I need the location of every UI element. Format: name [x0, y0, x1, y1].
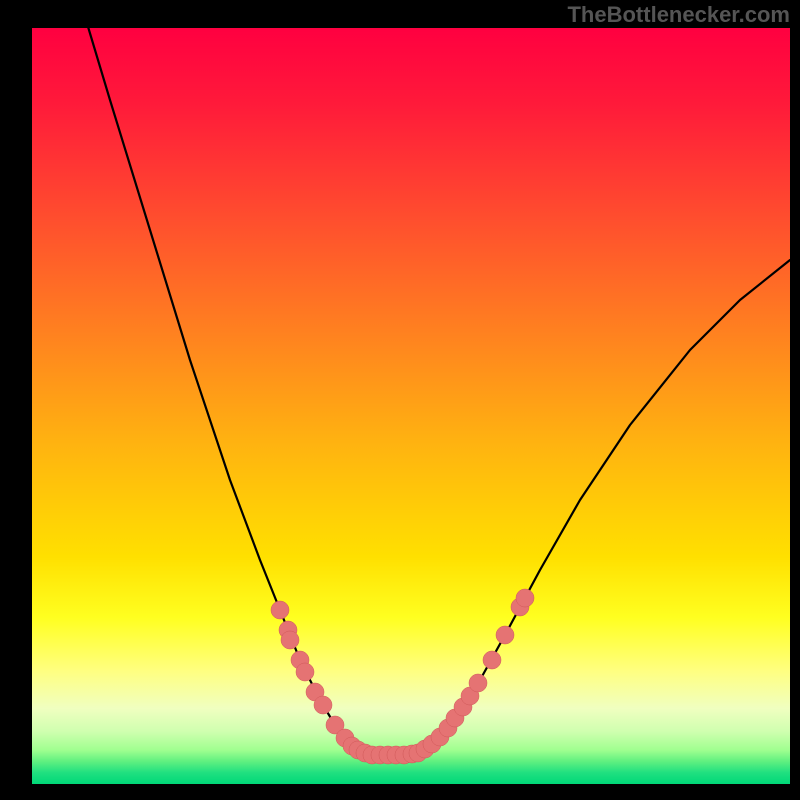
watermark-text: TheBottlenecker.com — [567, 2, 790, 28]
bottleneck-chart — [0, 0, 800, 800]
